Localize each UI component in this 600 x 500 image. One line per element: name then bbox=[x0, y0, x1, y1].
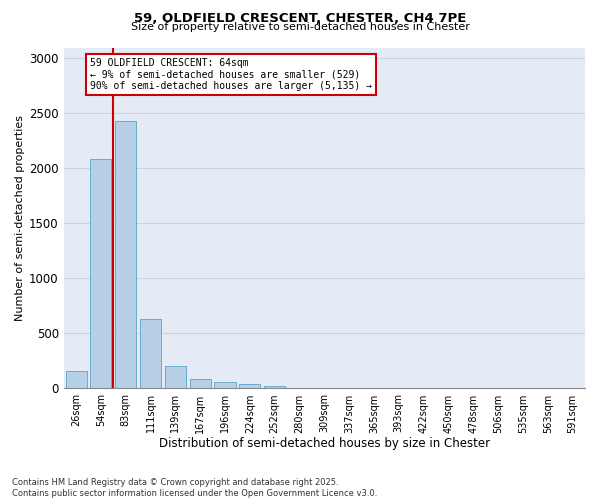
Bar bbox=[65, 371, 86, 388]
Y-axis label: Number of semi-detached properties: Number of semi-detached properties bbox=[15, 115, 25, 321]
Bar bbox=[190, 378, 211, 388]
Text: Size of property relative to semi-detached houses in Chester: Size of property relative to semi-detach… bbox=[131, 22, 469, 32]
Text: 59, OLDFIELD CRESCENT, CHESTER, CH4 7PE: 59, OLDFIELD CRESCENT, CHESTER, CH4 7PE bbox=[134, 12, 466, 26]
Bar bbox=[165, 366, 186, 388]
Bar bbox=[115, 121, 136, 388]
Bar bbox=[264, 386, 285, 388]
Bar bbox=[239, 384, 260, 388]
Bar bbox=[140, 319, 161, 388]
Bar bbox=[91, 158, 112, 388]
Bar bbox=[214, 382, 236, 388]
X-axis label: Distribution of semi-detached houses by size in Chester: Distribution of semi-detached houses by … bbox=[159, 437, 490, 450]
Text: Contains HM Land Registry data © Crown copyright and database right 2025.
Contai: Contains HM Land Registry data © Crown c… bbox=[12, 478, 377, 498]
Text: 59 OLDFIELD CRESCENT: 64sqm
← 9% of semi-detached houses are smaller (529)
90% o: 59 OLDFIELD CRESCENT: 64sqm ← 9% of semi… bbox=[90, 58, 372, 91]
